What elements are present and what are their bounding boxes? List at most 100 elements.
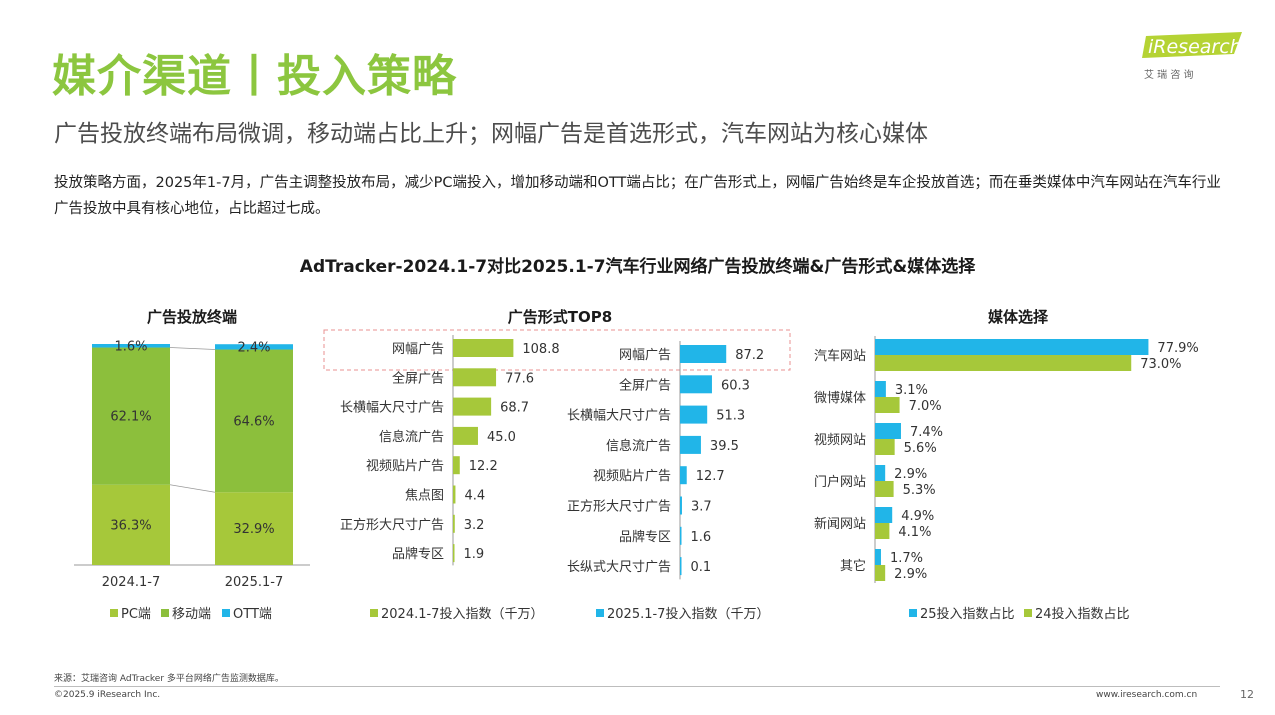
data-label: 36.3% bbox=[110, 518, 151, 533]
bar bbox=[453, 368, 497, 387]
data-label: 12.7 bbox=[696, 469, 725, 484]
highlight-box bbox=[323, 329, 791, 371]
y-tick-label: 正方形大尺寸广告 bbox=[567, 499, 671, 515]
terminal-chart: 广告投放终端 36.3% 62.1% 1.6% 2024.1-7 32.9% 64.6% 2.… bbox=[74, 308, 310, 622]
data-label: 1.9 bbox=[464, 547, 485, 562]
legend-swatch bbox=[161, 609, 169, 617]
ad-format-chart: 广告形式TOP8 网幅广告 108.8 全屏广告 77.6 长横幅大尺寸广告 68.7 信息流… bbox=[323, 308, 791, 622]
y-tick-label: 视频网站 bbox=[814, 433, 866, 448]
data-label: 108.8 bbox=[522, 342, 559, 357]
bar bbox=[680, 557, 682, 576]
y-tick-label: 正方形大尺寸广告 bbox=[340, 517, 444, 533]
y-tick-label: 全屏广告 bbox=[619, 377, 671, 393]
legend-swatch bbox=[222, 609, 230, 617]
legend-swatch bbox=[909, 609, 917, 617]
bar bbox=[680, 405, 708, 424]
data-label: 3.2 bbox=[464, 518, 485, 533]
bar bbox=[453, 397, 492, 416]
chart-title: 广告投放终端 bbox=[147, 308, 237, 326]
data-label: 5.6% bbox=[904, 441, 937, 456]
data-label: 4.4 bbox=[464, 489, 485, 504]
data-label: 1.6 bbox=[691, 530, 712, 545]
data-label: 77.9% bbox=[1157, 341, 1198, 356]
bar bbox=[875, 339, 1149, 355]
bar bbox=[453, 485, 456, 504]
y-tick-label: 长横幅大尺寸广告 bbox=[567, 409, 671, 424]
bar bbox=[875, 565, 886, 581]
data-label: 73.0% bbox=[1140, 357, 1181, 372]
data-label: 5.3% bbox=[903, 483, 936, 498]
y-tick-label: 长纵式大尺寸广告 bbox=[567, 560, 671, 575]
logo-text: iResearch bbox=[1148, 36, 1242, 58]
bar bbox=[875, 355, 1132, 371]
bar bbox=[875, 507, 893, 523]
bar bbox=[875, 381, 886, 397]
logo-banner-shape bbox=[1142, 32, 1242, 58]
bar bbox=[875, 481, 894, 497]
chart-title: 广告形式TOP8 bbox=[508, 308, 612, 326]
bar bbox=[875, 549, 881, 565]
stacked-bar-segment bbox=[92, 347, 170, 485]
data-label: 7.0% bbox=[909, 399, 942, 414]
data-label: 2.4% bbox=[237, 340, 270, 355]
legend-label: PC端 bbox=[121, 607, 151, 622]
y-tick-label: 网幅广告 bbox=[619, 348, 671, 363]
data-label: 87.2 bbox=[735, 348, 764, 363]
bar bbox=[453, 514, 455, 533]
y-tick-label: 品牌专区 bbox=[619, 529, 671, 545]
data-label: 12.2 bbox=[469, 459, 498, 474]
legend-swatch bbox=[596, 609, 604, 617]
footer-url[interactable]: www.iresearch.com.cn bbox=[1096, 690, 1198, 700]
bar bbox=[875, 523, 890, 539]
y-tick-label: 视频贴片广告 bbox=[366, 459, 444, 474]
y-tick-label: 其它 bbox=[840, 558, 866, 574]
data-label: 4.9% bbox=[901, 509, 934, 524]
legend-swatch bbox=[1024, 609, 1032, 617]
data-label: 1.6% bbox=[114, 339, 147, 354]
y-tick-label: 品牌专区 bbox=[392, 546, 444, 562]
section-title: AdTracker-2024.1-7对比2025.1-7汽车行业网络广告投放终端… bbox=[299, 257, 976, 277]
data-label: 1.7% bbox=[890, 551, 923, 566]
legend-label: OTT端 bbox=[233, 607, 272, 622]
copyright: ©2025.9 iResearch Inc. bbox=[54, 690, 161, 700]
y-tick-label: 焦点图 bbox=[405, 489, 444, 504]
legend-swatch bbox=[110, 609, 118, 617]
legend-label: 移动端 bbox=[172, 607, 211, 622]
data-label: 51.3 bbox=[716, 409, 745, 424]
bar bbox=[680, 345, 727, 363]
y-tick-label: 信息流广告 bbox=[606, 438, 671, 454]
data-label: 4.1% bbox=[898, 525, 931, 540]
media-choice-chart: 媒体选择 77.9%73.0% 汽车网站 3.1%7.0% 微博媒体 7.4%5.6% 视频… bbox=[814, 308, 1199, 622]
x-tick-label: 2024.1-7 bbox=[102, 575, 160, 590]
data-label: 2.9% bbox=[894, 467, 927, 482]
description-paragraph: 投放策略方面，2025年1-7月，广告主调整投放布局，减少PC端投入，增加移动端… bbox=[54, 175, 1221, 217]
bar bbox=[680, 466, 687, 485]
stacked-bar-segment bbox=[92, 344, 170, 348]
bar bbox=[875, 423, 901, 439]
data-label: 68.7 bbox=[500, 401, 529, 416]
data-label: 62.1% bbox=[110, 410, 151, 425]
connector-line bbox=[169, 484, 216, 493]
y-tick-label: 长横幅大尺寸广告 bbox=[340, 401, 444, 416]
data-label: 45.0 bbox=[487, 430, 516, 445]
data-label: 60.3 bbox=[721, 378, 750, 393]
legend-label: 24投入指数占比 bbox=[1035, 606, 1130, 622]
bar bbox=[680, 435, 701, 454]
bar bbox=[875, 439, 895, 455]
x-tick-label: 2025.1-7 bbox=[225, 575, 283, 590]
data-label: 77.6 bbox=[505, 371, 534, 386]
data-label: 7.4% bbox=[910, 425, 943, 440]
y-tick-label: 汽车网站 bbox=[814, 348, 866, 364]
legend-swatch bbox=[370, 609, 378, 617]
legend-label: 2024.1-7投入指数（千万） bbox=[381, 606, 543, 622]
page-number: 12 bbox=[1240, 688, 1254, 701]
page-subtitle: 广告投放终端布局微调，移动端占比上升；网幅广告是首选形式，汽车网站为核心媒体 bbox=[54, 121, 928, 147]
source-note: 来源：艾瑞咨询 AdTracker 多平台网络广告监测数据库。 bbox=[54, 674, 284, 684]
bar bbox=[453, 456, 460, 475]
bar bbox=[875, 465, 886, 481]
bar bbox=[453, 544, 455, 563]
data-label: 39.5 bbox=[710, 439, 739, 454]
y-tick-label: 网幅广告 bbox=[392, 342, 444, 357]
bar bbox=[680, 496, 682, 515]
